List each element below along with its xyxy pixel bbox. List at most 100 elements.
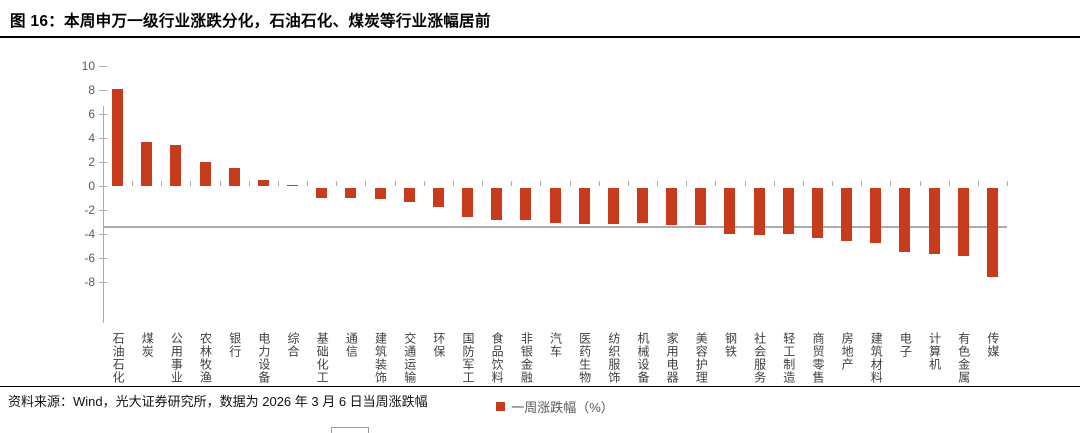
x-axis-label: 钢铁 (715, 332, 744, 358)
x-axis-label: 建筑材料 (861, 332, 890, 384)
x-axis-label: 通信 (336, 332, 365, 358)
x-axis-label: 轻工制造 (774, 332, 803, 384)
x-axis-label-text: 美容护理 (694, 332, 709, 384)
x-axis-label: 建筑装饰 (365, 332, 394, 384)
x-axis-tick (307, 181, 309, 186)
x-axis-label: 美容护理 (686, 332, 715, 384)
x-axis-label: 食品饮料 (482, 332, 511, 384)
chart-bar (229, 168, 240, 186)
x-axis-label-text: 计算机 (927, 332, 942, 371)
x-axis-tick (627, 181, 629, 186)
y-axis-tick (99, 282, 107, 283)
x-axis-tick (452, 181, 454, 186)
chart-bar (404, 188, 415, 202)
y-axis-tick (99, 138, 107, 139)
x-axis-tick (832, 181, 834, 186)
chart-bar (579, 188, 590, 224)
x-axis-label: 农林牧渔 (190, 332, 219, 384)
x-axis-label: 商贸零售 (803, 332, 832, 384)
weekly-sector-change-bar-chart: 一周涨跌幅（%） 10 8 6 4 2 0 -2 -4 -6 -8 石油石化 煤炭 公用事业 农林牧渔 银行… (0, 40, 1080, 415)
x-axis-tick (365, 181, 367, 186)
x-axis-tick (161, 181, 163, 186)
y-axis-tick (99, 66, 107, 67)
y-axis-tick-label: -6 (84, 251, 95, 265)
x-axis-label-text: 国防军工 (461, 332, 475, 384)
x-axis-label: 医药生物 (570, 332, 599, 384)
x-axis-label-text: 房地产 (840, 332, 855, 371)
x-axis-tick (132, 181, 134, 186)
chart-bar (316, 188, 327, 198)
y-axis-tick (99, 186, 107, 187)
legend-marker-icon (496, 402, 506, 411)
chart-bar (783, 188, 794, 234)
x-axis-tick (511, 181, 513, 186)
x-axis-tick (482, 181, 484, 186)
x-axis-label-text: 轻工制造 (781, 332, 796, 384)
x-axis-tick (248, 181, 250, 186)
x-axis-label-text: 交通运输 (402, 332, 417, 384)
chart-bar (170, 145, 181, 186)
y-axis-tick (99, 90, 107, 91)
x-axis-label: 房地产 (832, 332, 861, 371)
x-axis-label-text: 建筑装饰 (373, 332, 388, 384)
chart-bar (812, 188, 823, 238)
x-axis-label: 非银金融 (511, 332, 540, 384)
x-axis-label: 传媒 (978, 332, 1007, 358)
chart-bar (841, 188, 852, 241)
x-axis-label-text: 传媒 (985, 332, 1000, 358)
x-axis-label-text: 机械设备 (635, 332, 650, 384)
x-axis-label-text: 环保 (431, 332, 446, 358)
x-axis-label-text: 医药生物 (577, 332, 592, 384)
chart-bar (200, 162, 211, 186)
x-axis-tick (423, 181, 425, 186)
x-axis-label: 社会服务 (745, 332, 774, 384)
y-axis-tick-label: 4 (88, 131, 95, 145)
x-axis-label-text: 银行 (227, 332, 242, 358)
x-axis-label: 计算机 (920, 332, 949, 371)
x-axis-tick (277, 181, 279, 186)
x-axis-label-text: 非银金融 (519, 332, 534, 384)
x-axis-label: 煤炭 (132, 332, 161, 358)
chart-bar (112, 89, 123, 186)
x-axis-tick (336, 181, 338, 186)
x-axis-label: 石油石化 (103, 332, 132, 384)
chart-bar (375, 188, 386, 199)
x-axis-label: 公用事业 (161, 332, 190, 384)
x-axis-label-text: 煤炭 (140, 332, 155, 358)
bottom-rule (0, 386, 1080, 387)
y-axis-tick (99, 258, 107, 259)
x-axis-label-text: 电子 (898, 332, 913, 358)
x-axis-tick (948, 181, 950, 186)
x-axis-label: 纺织服饰 (599, 332, 628, 384)
chart-bar (550, 188, 561, 223)
x-axis-tick (977, 181, 979, 186)
x-axis-tick (773, 181, 775, 186)
x-axis-tick (1007, 181, 1008, 186)
chart-bar (637, 188, 648, 223)
chart-bar (899, 188, 910, 252)
figure-title: 图 16：本周申万一级行业涨跌分化，石油石化、煤炭等行业涨幅居前 (10, 13, 491, 30)
legend: 一周涨跌幅（%） (103, 397, 1007, 416)
x-axis-tick (190, 181, 192, 186)
x-axis-label-text: 通信 (344, 332, 359, 358)
x-axis-tick (598, 181, 600, 186)
x-axis-label: 环保 (424, 332, 453, 358)
x-axis-label-text: 社会服务 (752, 332, 767, 384)
chart-bar (958, 188, 969, 256)
chart-bar (141, 142, 152, 186)
x-axis-tick (219, 181, 221, 186)
x-axis-label-text: 农林牧渔 (198, 332, 213, 384)
y-axis-tick-label: -2 (84, 203, 95, 217)
chart-bar (870, 188, 881, 243)
x-axis-label-text: 纺织服饰 (606, 332, 621, 384)
x-axis-label-text: 食品饮料 (490, 332, 505, 384)
chart-bar (929, 188, 940, 254)
x-axis-label-text: 商贸零售 (810, 332, 825, 384)
x-axis-tick (103, 181, 104, 186)
y-axis-tick-label: -4 (84, 227, 95, 241)
y-axis-line (103, 106, 104, 323)
x-axis-tick (861, 181, 863, 186)
x-axis-label: 电子 (890, 332, 919, 358)
x-axis-label: 国防军工 (453, 332, 482, 384)
chart-bar (987, 188, 998, 277)
